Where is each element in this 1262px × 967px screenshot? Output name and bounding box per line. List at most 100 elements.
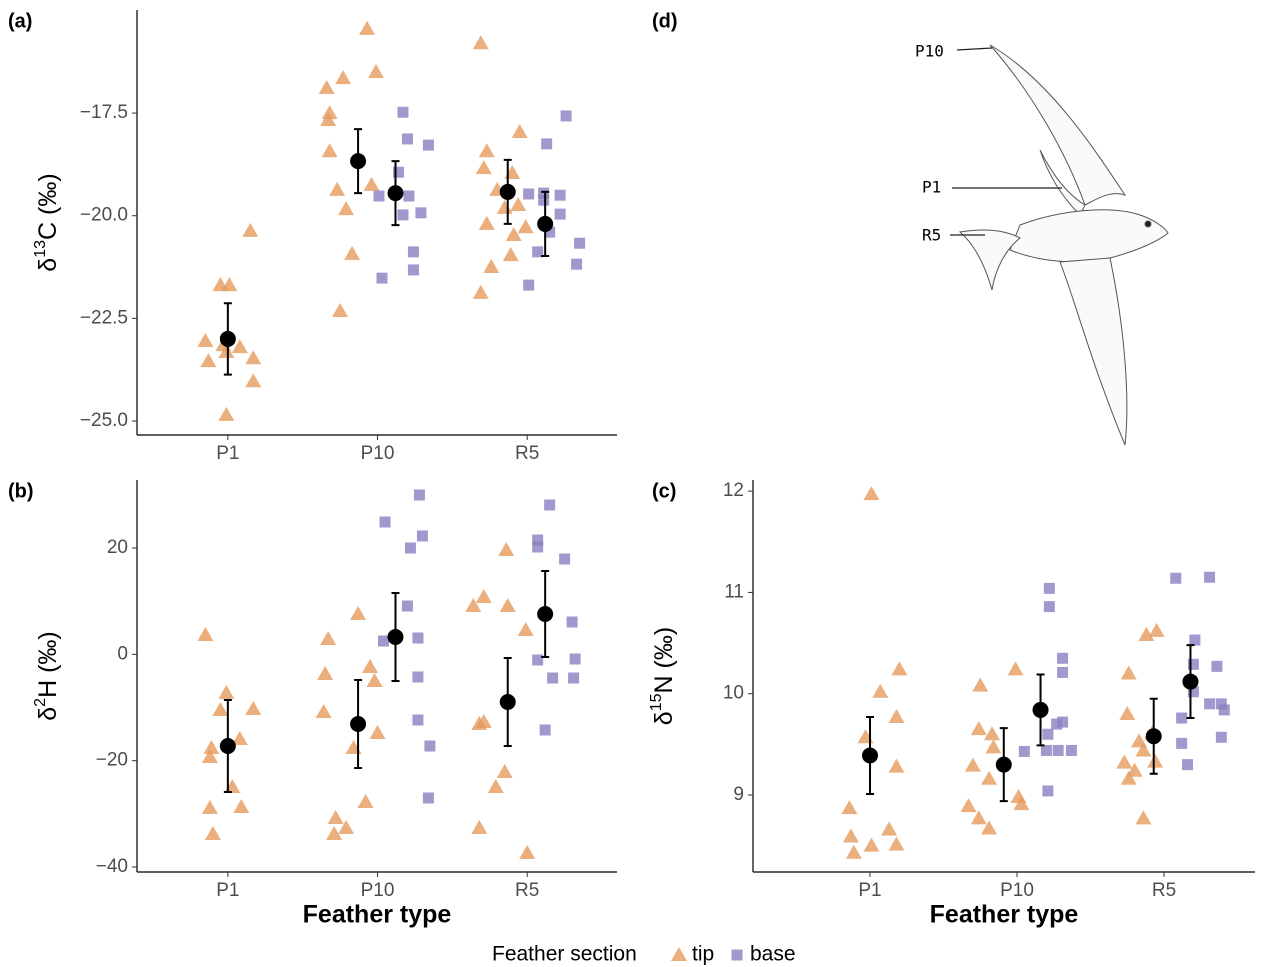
data-point — [362, 658, 379, 673]
data-point — [505, 227, 522, 242]
y-tick-label: 10 — [723, 683, 744, 704]
data-point — [359, 20, 376, 35]
legend-title: Feather section — [492, 943, 637, 966]
data-point — [1051, 718, 1063, 730]
y-tick-label: −17.5 — [80, 102, 128, 123]
data-point — [863, 837, 880, 852]
data-point — [327, 809, 344, 824]
data-point — [231, 730, 248, 745]
data-point — [532, 541, 544, 553]
data-point — [1135, 742, 1152, 757]
data-point — [472, 284, 489, 299]
data-point — [496, 763, 513, 778]
x-axis-title: Feather type — [930, 901, 1079, 929]
mean-point — [219, 737, 236, 754]
data-point — [1218, 704, 1230, 716]
data-point — [1119, 705, 1136, 720]
data-point — [1126, 762, 1143, 777]
data-point — [841, 800, 858, 815]
data-point — [504, 165, 521, 180]
data-point — [1007, 661, 1024, 676]
data-point — [317, 666, 334, 681]
data-point — [412, 671, 424, 683]
data-point — [1148, 622, 1165, 637]
data-point — [345, 740, 362, 755]
data-point — [1052, 744, 1064, 756]
legend-marker — [671, 947, 687, 961]
data-point — [201, 748, 218, 763]
y-tick-label: 20 — [107, 537, 128, 558]
data-point — [366, 672, 383, 687]
data-point — [981, 820, 998, 835]
panel-label: (c) — [652, 480, 676, 502]
data-point — [1187, 658, 1199, 670]
y-tick-label: −20.0 — [80, 205, 128, 226]
data-point — [335, 70, 352, 85]
data-point — [475, 589, 492, 604]
data-point — [465, 598, 482, 613]
x-tick-label: R5 — [1152, 880, 1176, 901]
data-point — [1018, 745, 1030, 757]
y-axis-title: δ13C (‰) — [32, 173, 62, 271]
y-tick-label: 0 — [117, 643, 128, 664]
data-point — [401, 133, 413, 145]
data-point — [842, 828, 859, 843]
data-point — [517, 219, 534, 234]
data-point — [475, 714, 492, 729]
data-point — [1204, 698, 1216, 710]
data-point — [1176, 712, 1188, 724]
data-point — [538, 194, 550, 206]
mean-point — [219, 330, 236, 347]
data-point — [200, 353, 217, 368]
data-point — [960, 798, 977, 813]
y-axis-title-part: 2 — [32, 698, 49, 707]
x-tick-label: P1 — [216, 880, 239, 901]
y-tick-label: 9 — [733, 784, 744, 805]
data-point — [397, 209, 409, 221]
data-point — [403, 190, 415, 202]
data-point — [245, 350, 262, 365]
data-point — [338, 819, 355, 834]
data-point — [407, 264, 419, 276]
y-axis-title-part: δ — [34, 707, 62, 721]
data-point — [985, 739, 1002, 754]
callout-label: R5 — [922, 226, 941, 245]
data-point — [320, 630, 337, 645]
data-point — [332, 302, 349, 317]
data-point — [203, 740, 220, 755]
data-point — [544, 499, 556, 511]
data-point — [401, 600, 413, 612]
y-axis-title: δ2H (‰) — [32, 631, 62, 720]
data-point — [1215, 698, 1227, 710]
data-point — [376, 272, 388, 284]
data-point — [320, 112, 337, 127]
data-point — [245, 373, 262, 388]
panel-label: (b) — [8, 480, 34, 502]
data-point — [532, 246, 544, 258]
mean-point — [995, 756, 1012, 773]
data-point — [329, 181, 346, 196]
x-tick-label: P10 — [1000, 880, 1034, 901]
data-point — [554, 208, 566, 220]
data-point — [392, 166, 404, 178]
data-point — [872, 683, 889, 698]
data-point — [523, 279, 535, 291]
data-point — [212, 702, 229, 717]
data-point — [412, 632, 424, 644]
panel-label: (a) — [8, 10, 32, 32]
data-point — [857, 729, 874, 744]
data-point — [972, 677, 989, 692]
data-point — [369, 724, 386, 739]
data-point — [471, 819, 488, 834]
data-point — [1211, 660, 1223, 672]
data-point — [1057, 652, 1069, 664]
x-tick-label: P1 — [216, 443, 239, 464]
data-point — [1116, 754, 1133, 769]
y-axis-title-part: H (‰) — [34, 631, 62, 698]
data-point — [197, 626, 214, 641]
data-point — [422, 792, 434, 804]
y-axis-title-part: δ — [650, 711, 678, 725]
y-axis-title-part: δ — [34, 258, 62, 272]
data-point — [1135, 810, 1152, 825]
